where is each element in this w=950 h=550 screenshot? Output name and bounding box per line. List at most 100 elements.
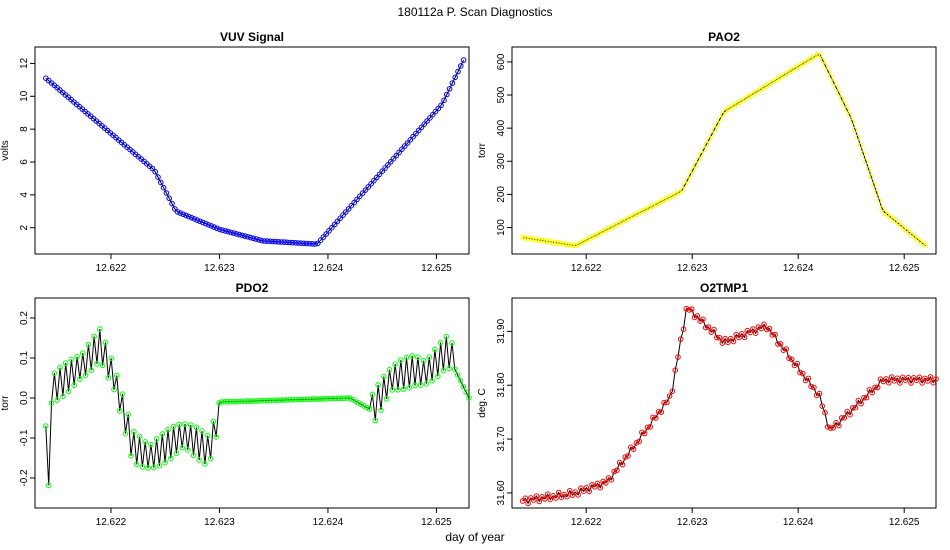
data-point [927, 374, 934, 380]
data-point [239, 232, 245, 239]
data-point [239, 398, 245, 405]
data-point [62, 360, 69, 366]
data-point [390, 155, 397, 162]
data-point [899, 374, 906, 381]
data-point [647, 424, 654, 430]
data-point [393, 152, 400, 159]
data-point [569, 492, 576, 498]
y-tick-label: 500 [496, 86, 507, 103]
data-point [852, 404, 859, 411]
data-point [224, 398, 231, 405]
data-point [295, 240, 302, 246]
data-point [833, 419, 839, 426]
data-point [755, 324, 762, 330]
data-point [533, 493, 540, 499]
data-point [99, 362, 106, 369]
data-point [85, 341, 92, 348]
data-point [136, 433, 143, 440]
data-point [536, 498, 543, 505]
data-point [650, 414, 656, 421]
x-axis-label: day of year [445, 530, 504, 544]
data-point [82, 372, 89, 379]
data-point [600, 228, 607, 234]
x-tick-label: 12.625 [889, 517, 920, 528]
data-point [661, 399, 667, 406]
data-point [933, 376, 939, 382]
data-point [149, 165, 156, 172]
data-point [769, 332, 776, 338]
data-point [326, 228, 332, 234]
data-point [273, 397, 279, 404]
data-point [418, 124, 425, 131]
data-point [582, 238, 588, 244]
data-point [406, 384, 413, 391]
data-point [264, 238, 271, 244]
data-point [368, 181, 374, 187]
data-point [389, 387, 396, 393]
pao2-panel: PAO2 torr 12.622 12.623 12.624 12.625 100 200… [477, 30, 937, 274]
data-point [525, 235, 531, 242]
data-point [156, 463, 163, 469]
data-point [636, 210, 642, 216]
data-point [665, 195, 672, 201]
data-point [68, 356, 75, 363]
data-point [817, 52, 823, 58]
data-point [644, 206, 650, 212]
data-point [155, 174, 161, 180]
data-point [717, 116, 723, 122]
data-point [233, 398, 239, 405]
data-point [415, 127, 422, 134]
data-point [658, 409, 665, 415]
data-point [335, 395, 342, 402]
data-point [295, 396, 302, 403]
data-point [725, 339, 731, 346]
panel-title: PAO2 [708, 30, 740, 44]
data-point [398, 357, 404, 364]
data-point [289, 239, 296, 246]
data-point [348, 202, 355, 209]
data-point [188, 215, 195, 221]
data-point [705, 324, 712, 330]
data-point [327, 395, 333, 402]
y-tick-label: 400 [496, 119, 507, 136]
data-point [797, 369, 803, 376]
data-point [580, 488, 587, 495]
data-point [858, 400, 864, 407]
data-point [905, 374, 912, 381]
y-tick-label: 600 [496, 53, 507, 70]
x-tick-label: 12.624 [783, 517, 814, 528]
data-point [202, 461, 208, 467]
data-point [547, 496, 554, 503]
data-point [65, 388, 72, 395]
data-point [690, 167, 696, 173]
panel-title: VUV Signal [220, 30, 284, 44]
data-point [222, 399, 228, 405]
data-point [846, 112, 853, 118]
data-point [652, 202, 658, 208]
data-point [48, 400, 55, 407]
o2tmp1-panel: O2TMP1 deg. C 12.622 12.623 12.624 12.625 31… [477, 281, 939, 528]
data-point [219, 399, 225, 405]
data-point [381, 373, 387, 380]
data-point [644, 424, 651, 431]
data-point [861, 395, 867, 401]
data-point [216, 400, 222, 406]
x-tick-label: 12.624 [783, 263, 814, 274]
data-point [591, 484, 598, 490]
data-point [460, 383, 467, 390]
data-point [244, 398, 251, 404]
data-point [586, 488, 593, 495]
data-point [334, 218, 341, 225]
data-point [614, 467, 620, 474]
data-point [253, 236, 259, 242]
data-point [683, 305, 690, 312]
data-point [592, 232, 599, 239]
data-point [660, 197, 667, 204]
data-point [111, 386, 117, 393]
data-point [811, 384, 817, 391]
data-point [148, 441, 154, 448]
data-point [454, 372, 461, 378]
data-point [352, 398, 359, 405]
data-point [919, 380, 925, 386]
data-point [741, 334, 748, 341]
